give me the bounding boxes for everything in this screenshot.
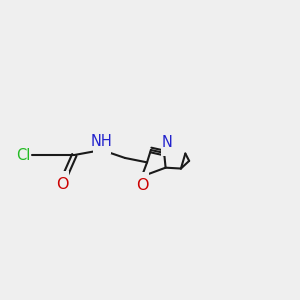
Bar bbox=[136, 172, 149, 184]
Text: N: N bbox=[162, 135, 172, 150]
Text: Cl: Cl bbox=[16, 148, 31, 163]
Text: O: O bbox=[136, 178, 148, 193]
Bar bbox=[56, 171, 69, 183]
Text: O: O bbox=[56, 177, 68, 192]
Bar bbox=[93, 143, 110, 154]
Text: NH: NH bbox=[91, 134, 112, 148]
Bar bbox=[161, 144, 173, 156]
